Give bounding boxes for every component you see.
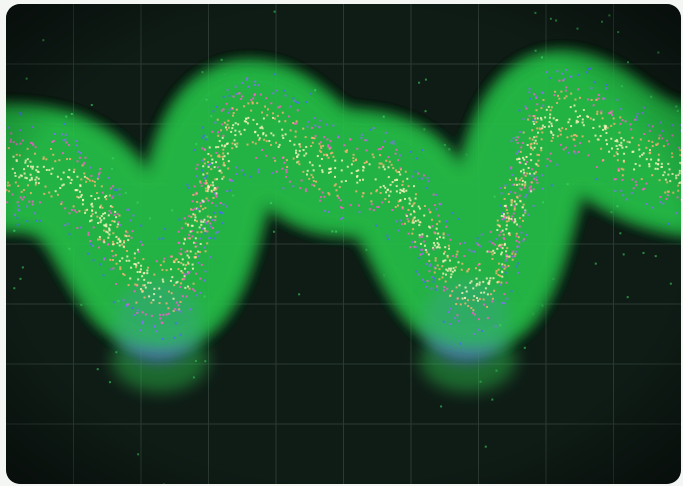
page: (() => { const data = JSON.parse(documen… (0, 0, 683, 486)
oscilloscope-screen (0, 0, 683, 486)
display (0, 0, 683, 485)
vignette (6, 4, 681, 484)
